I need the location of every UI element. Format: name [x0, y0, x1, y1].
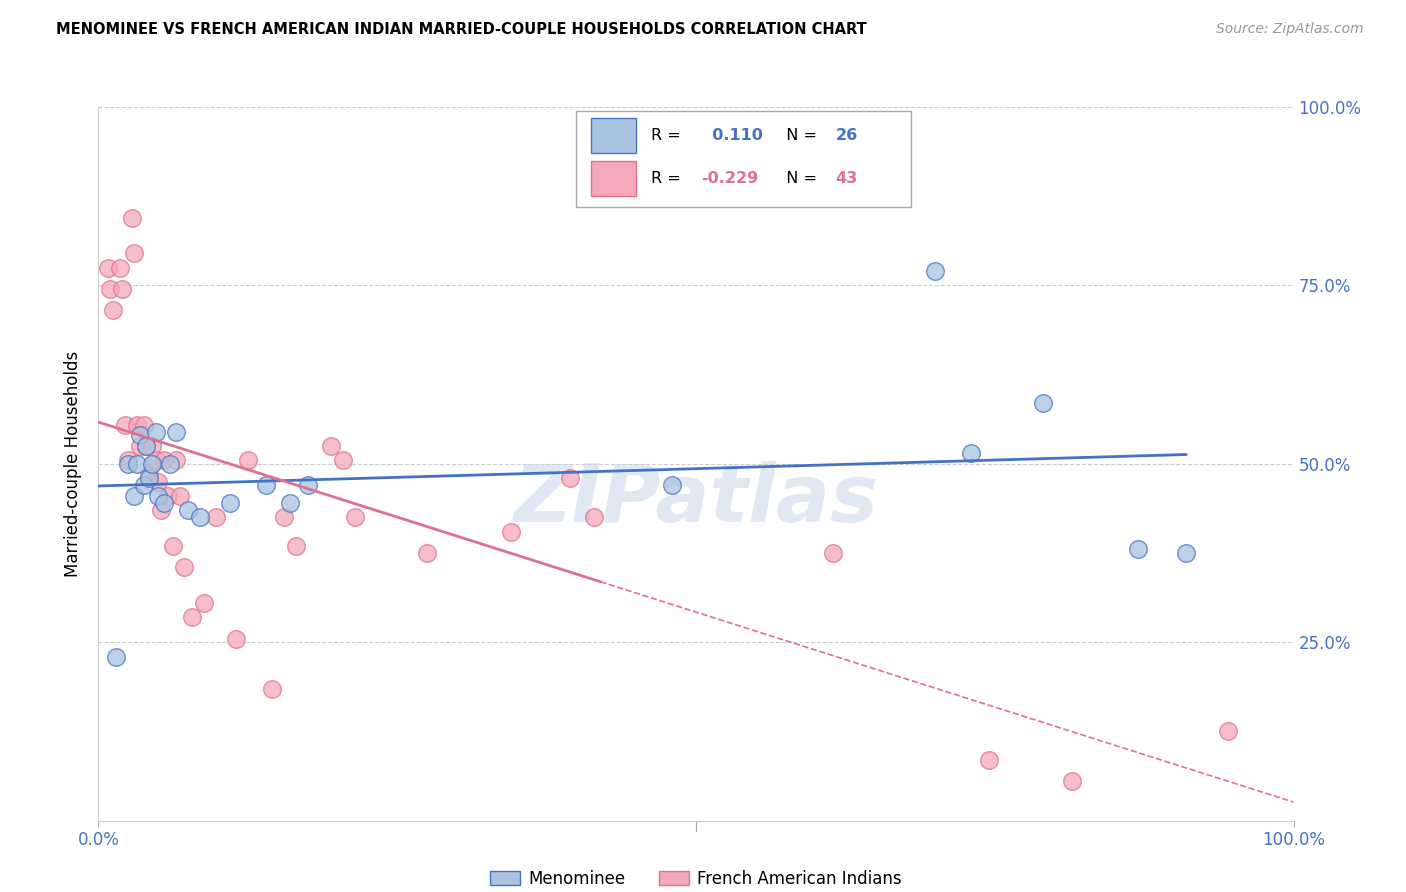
Point — [108, 260, 131, 275]
Point — [273, 510, 295, 524]
Point — [321, 439, 343, 453]
Point — [1128, 542, 1150, 557]
Point — [165, 425, 187, 439]
Point — [129, 439, 152, 453]
Point — [254, 478, 277, 492]
Point — [105, 649, 128, 664]
Point — [129, 428, 152, 442]
Point — [219, 496, 242, 510]
Point — [180, 610, 202, 624]
FancyBboxPatch shape — [591, 119, 637, 153]
Point — [117, 453, 139, 467]
Point — [98, 282, 122, 296]
Point — [125, 417, 148, 432]
FancyBboxPatch shape — [591, 161, 637, 195]
Text: ZIPatlas: ZIPatlas — [513, 460, 879, 539]
Point — [141, 457, 163, 471]
Point — [132, 417, 155, 432]
Point — [141, 439, 163, 453]
Point — [135, 439, 157, 453]
Point — [823, 546, 845, 560]
Point — [177, 503, 200, 517]
Point — [97, 260, 120, 275]
Point — [332, 453, 354, 467]
Point — [159, 457, 181, 471]
Point — [278, 496, 301, 510]
Text: Source: ZipAtlas.com: Source: ZipAtlas.com — [1216, 22, 1364, 37]
Point — [135, 439, 157, 453]
Point — [173, 560, 195, 574]
Point — [162, 539, 184, 553]
Point — [156, 489, 179, 503]
Point — [260, 681, 283, 696]
Point — [125, 457, 148, 471]
Point — [138, 467, 160, 482]
Point — [148, 489, 170, 503]
Point — [165, 453, 187, 467]
Point — [153, 453, 176, 467]
Text: R =: R = — [651, 128, 686, 143]
Text: 0.110: 0.110 — [700, 128, 762, 143]
Point — [344, 510, 367, 524]
Y-axis label: Married-couple Households: Married-couple Households — [65, 351, 83, 577]
Point — [101, 303, 124, 318]
Point — [204, 510, 226, 524]
Point — [111, 282, 134, 296]
Point — [236, 453, 259, 467]
Point — [416, 546, 439, 560]
Point — [148, 475, 170, 489]
Point — [560, 471, 582, 485]
Point — [977, 753, 1000, 767]
Point — [188, 510, 211, 524]
FancyBboxPatch shape — [576, 111, 911, 207]
Point — [132, 478, 155, 492]
Point — [924, 264, 946, 278]
Text: R =: R = — [651, 171, 686, 186]
Point — [124, 489, 146, 503]
Point — [124, 246, 146, 260]
Point — [117, 457, 139, 471]
Point — [193, 596, 215, 610]
Text: 43: 43 — [835, 171, 858, 186]
Point — [583, 510, 606, 524]
Point — [1216, 724, 1239, 739]
Point — [1062, 774, 1084, 789]
Point — [284, 539, 307, 553]
Point — [121, 211, 143, 225]
Point — [145, 453, 167, 467]
Text: N =: N = — [776, 171, 823, 186]
Text: MENOMINEE VS FRENCH AMERICAN INDIAN MARRIED-COUPLE HOUSEHOLDS CORRELATION CHART: MENOMINEE VS FRENCH AMERICAN INDIAN MARR… — [56, 22, 868, 37]
Point — [149, 503, 172, 517]
Point — [959, 446, 981, 460]
Point — [225, 632, 247, 646]
Point — [661, 478, 683, 492]
Text: N =: N = — [776, 128, 823, 143]
Point — [153, 496, 176, 510]
Point — [1032, 396, 1054, 410]
Point — [499, 524, 522, 539]
Point — [145, 425, 167, 439]
Text: 26: 26 — [835, 128, 858, 143]
Point — [169, 489, 191, 503]
Point — [1175, 546, 1198, 560]
Point — [138, 471, 160, 485]
Legend: Menominee, French American Indians: Menominee, French American Indians — [484, 863, 908, 892]
Point — [114, 417, 136, 432]
Text: -0.229: -0.229 — [700, 171, 758, 186]
Point — [297, 478, 319, 492]
